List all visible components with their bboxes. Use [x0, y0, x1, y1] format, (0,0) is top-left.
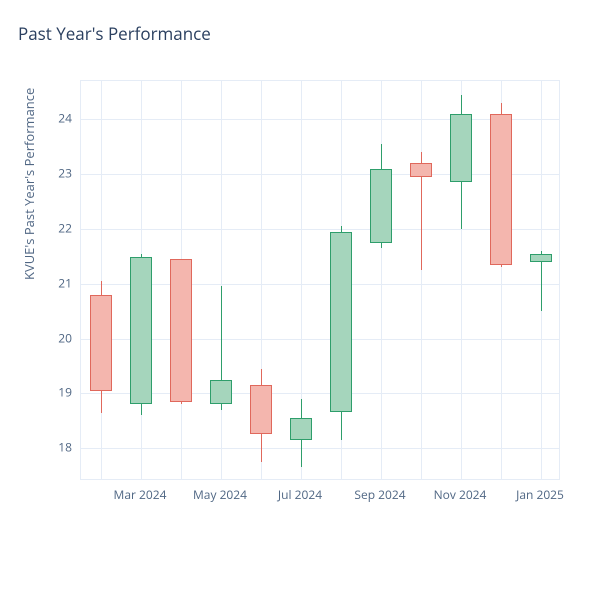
y-tick-label: 22: [12, 219, 72, 236]
y-tick-label: 20: [12, 329, 72, 346]
candle-body: [410, 163, 432, 177]
candle-body: [250, 385, 272, 434]
x-tick-label: Mar 2024: [114, 486, 167, 503]
gridline-h: [81, 448, 559, 449]
candle-body: [370, 169, 392, 243]
gridline-h: [81, 284, 559, 285]
x-tick-label: Jan 2025: [516, 486, 564, 503]
gridline-v: [101, 81, 102, 479]
gridline-v: [421, 81, 422, 479]
y-tick-label: 18: [12, 439, 72, 456]
candle-body: [210, 380, 232, 405]
candle-body: [450, 114, 472, 182]
x-tick-label: May 2024: [193, 486, 247, 503]
candle-body: [130, 257, 152, 404]
y-tick-label: 24: [12, 110, 72, 127]
x-tick-label: Nov 2024: [434, 486, 487, 503]
candlestick-plot: [80, 80, 560, 480]
candle-body: [530, 254, 552, 262]
y-tick-label: 21: [12, 274, 72, 291]
x-tick-label: Jul 2024: [278, 486, 322, 503]
candle-body: [330, 232, 352, 413]
gridline-h: [81, 339, 559, 340]
candle-body: [90, 295, 112, 391]
candle-body: [490, 114, 512, 265]
gridline-v: [381, 81, 382, 479]
y-tick-label: 23: [12, 165, 72, 182]
candle-body: [290, 418, 312, 440]
gridline-v: [221, 81, 222, 479]
gridline-h: [81, 174, 559, 175]
chart-title: Past Year's Performance: [18, 22, 211, 45]
candle-body: [170, 259, 192, 401]
x-tick-label: Sep 2024: [354, 486, 405, 503]
gridline-h: [81, 119, 559, 120]
y-tick-label: 19: [12, 384, 72, 401]
gridline-h: [81, 229, 559, 230]
gridline-h: [81, 393, 559, 394]
